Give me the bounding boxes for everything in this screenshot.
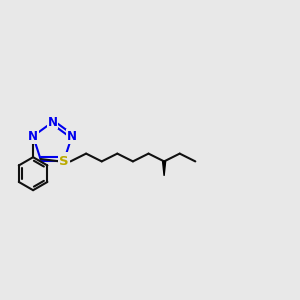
Text: N: N [67, 130, 77, 143]
Polygon shape [163, 161, 166, 176]
Text: N: N [59, 152, 70, 166]
Text: N: N [47, 116, 58, 129]
Text: N: N [28, 130, 38, 143]
Text: S: S [59, 155, 69, 168]
